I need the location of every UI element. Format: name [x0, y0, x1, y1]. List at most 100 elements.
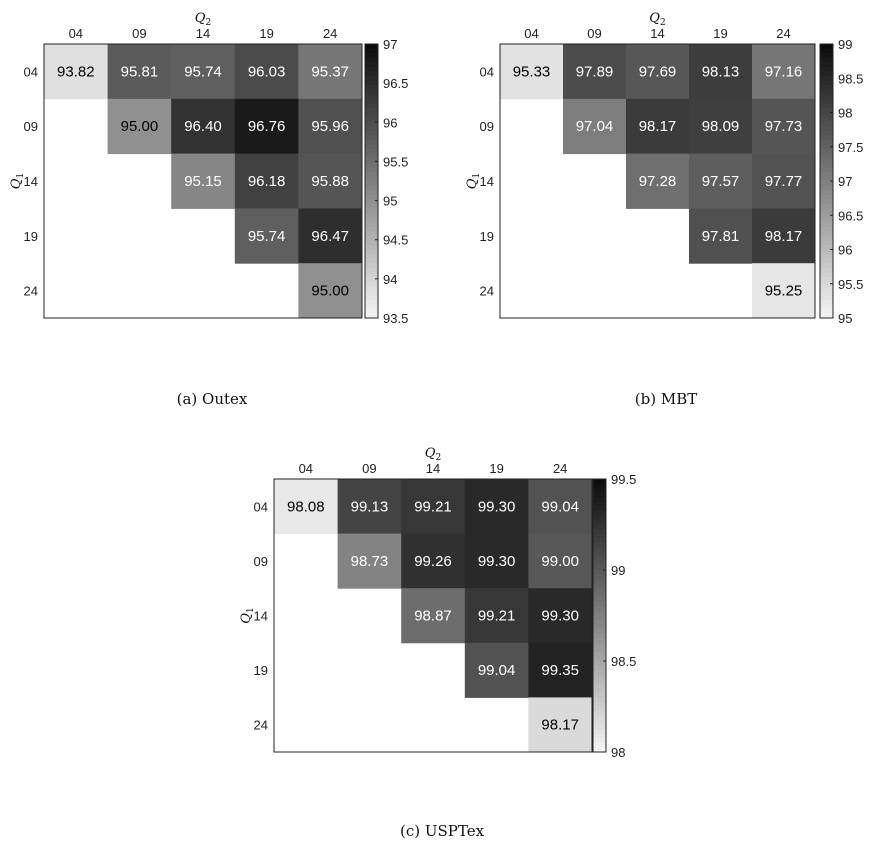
colorbar-tick-label: 95.5: [838, 277, 863, 292]
colorbar-segment: [365, 126, 378, 132]
heatmap-cell: [298, 98, 363, 155]
y-tick-label: 09: [254, 554, 268, 569]
colorbar-segment: [365, 149, 378, 155]
panel-caption: (b) MBT: [635, 390, 697, 408]
heatmap-cell: [298, 208, 363, 264]
colorbar-segment: [365, 199, 378, 205]
colorbar-segment: [593, 697, 606, 703]
colorbar-segment: [820, 185, 833, 191]
colorbar-segment: [593, 729, 606, 735]
colorbar-segment: [820, 212, 833, 219]
y-tick-label: 24: [480, 284, 494, 299]
cell-value-label: 96.47: [311, 228, 349, 245]
x-tick-label: 09: [132, 26, 146, 41]
colorbar-segment: [593, 583, 606, 589]
y-tick-label: 19: [24, 229, 38, 244]
heatmap-cell: [528, 697, 593, 753]
colorbar-segment: [365, 176, 378, 182]
colorbar-segment: [593, 724, 606, 730]
y-tick-label: 24: [254, 718, 268, 733]
colorbar-segment: [365, 121, 378, 127]
colorbar-segment: [365, 117, 378, 123]
colorbar-segment: [820, 121, 833, 127]
cell-value-label: 98.87: [414, 608, 452, 625]
colorbar-segment: [365, 162, 378, 168]
colorbar-segment: [365, 190, 378, 196]
colorbar-segment: [820, 144, 833, 150]
cell-value-label: 99.30: [541, 608, 579, 625]
colorbar-segment: [820, 181, 833, 187]
heatmap-cell: [752, 263, 816, 319]
colorbar-segment: [365, 57, 378, 63]
colorbar-tick-label: 96.5: [838, 208, 863, 223]
x-tick-label: 04: [69, 26, 83, 41]
heatmap-cell: [626, 98, 690, 155]
y-tick-label: 14: [254, 609, 268, 624]
heatmap-cell: [464, 533, 529, 589]
cell-value-label: 95.00: [121, 118, 159, 135]
x-axis-title: Q2: [195, 11, 211, 28]
colorbar-segment: [593, 688, 606, 694]
heatmap-cell: [234, 208, 299, 264]
colorbar-segment: [820, 286, 833, 292]
colorbar-segment: [365, 231, 378, 237]
heatmap-cell: [234, 44, 299, 100]
colorbar-segment: [365, 281, 378, 287]
heatmap-cell: [752, 208, 816, 264]
colorbar-segment: [593, 601, 606, 607]
colorbar-segment: [365, 135, 378, 141]
x-tick-label: 14: [650, 26, 664, 41]
colorbar-segment: [820, 57, 833, 63]
colorbar-segment: [365, 235, 378, 241]
heatmap-cell: [298, 263, 363, 319]
colorbar-segment: [365, 66, 378, 72]
cell-value-label: 95.25: [765, 283, 803, 300]
heatmap-cell: [171, 44, 236, 100]
heatmap-cell: [298, 153, 363, 209]
colorbar-segment: [593, 701, 606, 708]
colorbar-segment: [593, 519, 606, 526]
heatmap-cell: [689, 153, 753, 209]
colorbar-segment: [820, 139, 833, 146]
cell-value-label: 97.16: [765, 63, 803, 80]
cell-value-label: 96.03: [248, 63, 286, 80]
colorbar-segment: [593, 711, 606, 717]
colorbar-segment: [365, 181, 378, 187]
y-tick-label: 14: [480, 174, 494, 189]
cell-value-label: 95.96: [311, 118, 349, 135]
colorbar-segment: [820, 231, 833, 237]
colorbar-segment: [820, 48, 833, 54]
heatmap-cell: [401, 479, 466, 535]
colorbar-segment: [820, 112, 833, 118]
colorbar-segment: [593, 533, 606, 539]
colorbar-segment: [365, 80, 378, 86]
colorbar-segment: [365, 249, 378, 255]
heatmap-cell: [464, 588, 529, 644]
x-tick-label: 09: [587, 26, 601, 41]
colorbar-tick-label: 95.5: [383, 154, 408, 169]
colorbar-segment: [593, 565, 606, 571]
x-axis-title: Q2: [649, 11, 665, 28]
panel-caption: (a) Outex: [177, 390, 248, 408]
colorbar-segment: [365, 267, 378, 273]
heatmap-cell: [44, 44, 109, 100]
y-tick-label: 04: [24, 64, 38, 79]
colorbar-segment: [593, 497, 606, 503]
colorbar-segment: [593, 606, 606, 612]
colorbar-segment: [365, 194, 378, 200]
colorbar-segment: [365, 286, 378, 292]
cell-value-label: 97.77: [765, 173, 803, 190]
cell-value-label: 96.76: [248, 118, 286, 135]
heatmap-cell: [689, 98, 753, 155]
colorbar-tick-label: 98: [838, 106, 852, 121]
colorbar-segment: [365, 290, 378, 296]
colorbar-segment: [820, 313, 833, 319]
colorbar-segment: [365, 304, 378, 310]
colorbar-segment: [593, 665, 606, 671]
colorbar-segment: [593, 692, 606, 698]
colorbar-segment: [820, 98, 833, 104]
colorbar-segment: [365, 258, 378, 264]
heatmap-cell: [528, 533, 593, 589]
cell-value-label: 99.04: [478, 662, 516, 679]
colorbar-segment: [593, 747, 606, 753]
